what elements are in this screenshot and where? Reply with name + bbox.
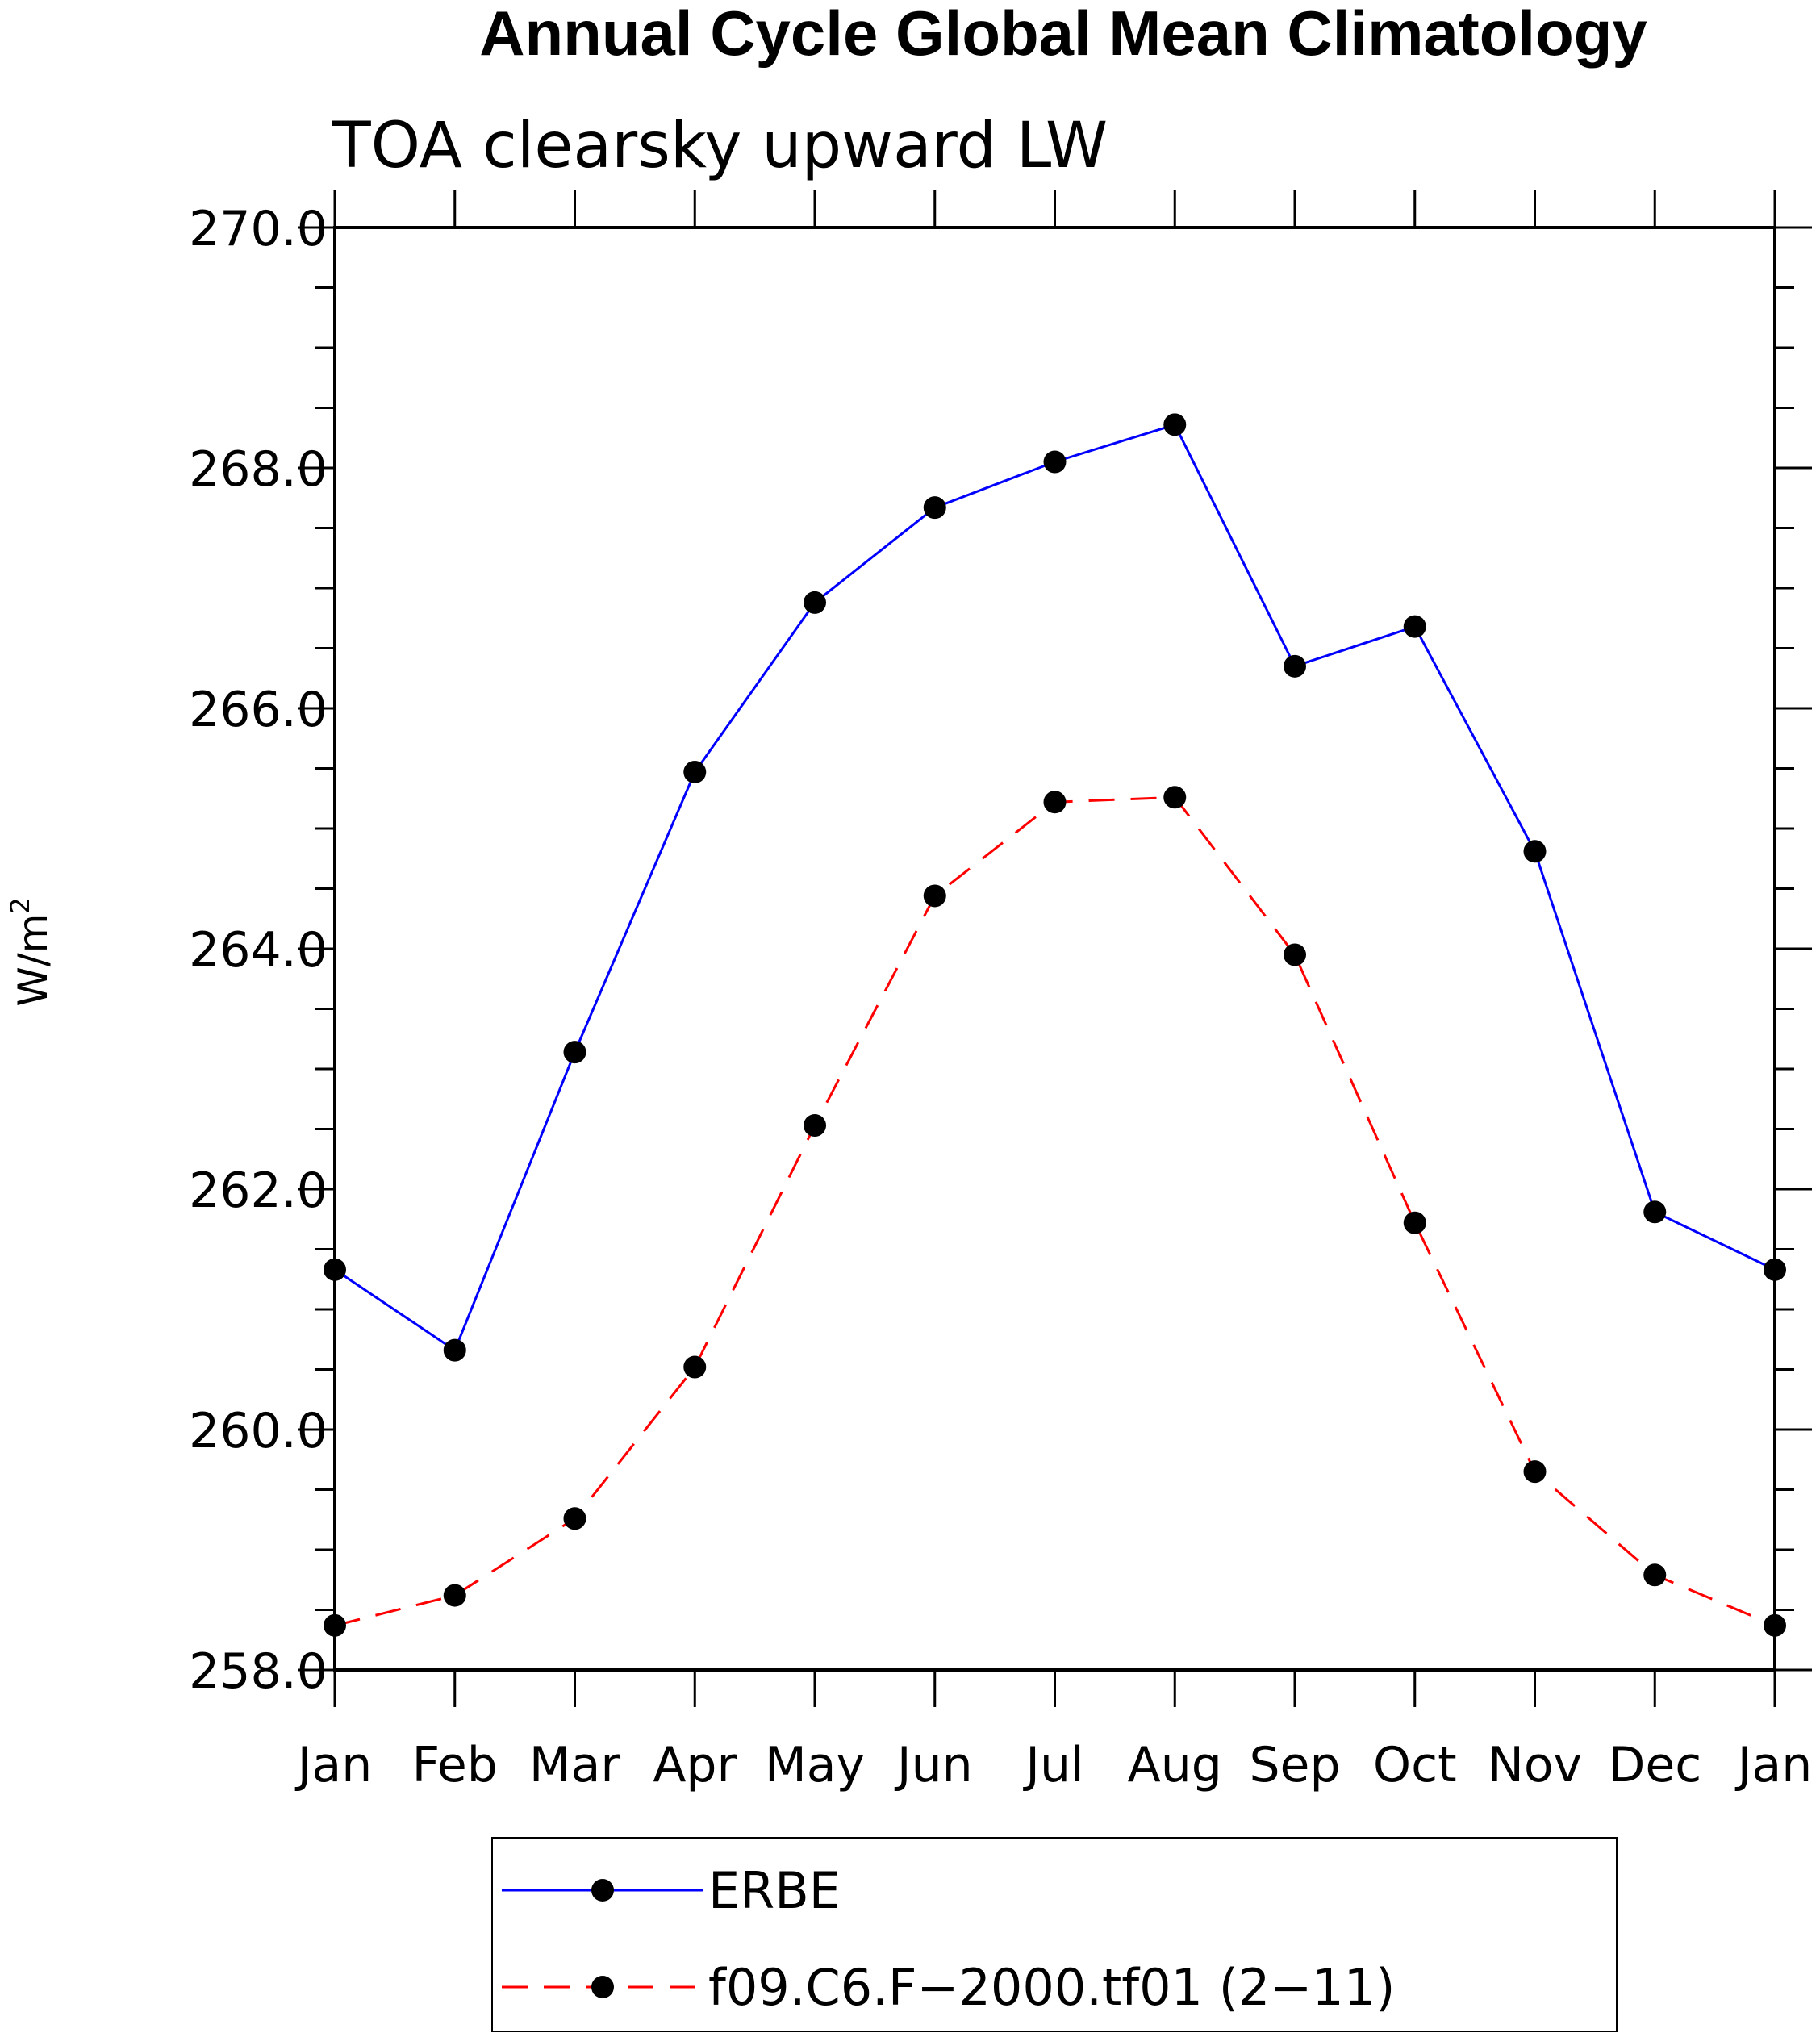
data-point: [804, 1114, 826, 1138]
x-tick-label: Jun: [894, 1737, 973, 1793]
legend-label: ERBE: [708, 1861, 841, 1920]
x-tick-label: Jul: [1022, 1737, 1083, 1793]
data-point: [324, 1258, 346, 1281]
y-axis-label-text: W/m: [10, 914, 56, 1007]
x-tick-label: Mar: [529, 1737, 621, 1793]
legend-label: f09.C6.F−2000.tf01 (2−11): [708, 1958, 1395, 2017]
legend-marker: [591, 1976, 614, 1998]
data-point: [563, 1507, 586, 1530]
chart-title: Annual Cycle Global Mean Climatology: [479, 0, 1647, 69]
y-axis-label-superscript: 2: [5, 897, 35, 913]
plot-frame: [333, 226, 1776, 1672]
data-point: [563, 1041, 586, 1064]
y-tick-label: 260.0: [189, 1403, 328, 1459]
legend-entry: f09.C6.F−2000.tf01 (2−11): [502, 1958, 1395, 2017]
data-point: [1043, 450, 1067, 474]
data-point: [1403, 615, 1426, 638]
legend-box: [491, 1837, 1618, 2032]
x-tick-label: Jan: [1734, 1737, 1813, 1793]
data-point: [804, 591, 826, 614]
y-tick-label: 268.0: [189, 441, 328, 498]
y-tick-label: 264.0: [189, 922, 328, 979]
data-point: [1523, 840, 1547, 863]
data-point: [1764, 1258, 1786, 1281]
legend-entry: ERBE: [502, 1861, 841, 1920]
x-tick-label: Oct: [1373, 1737, 1457, 1793]
x-tick-label: Feb: [412, 1737, 498, 1793]
series-line: [334, 423, 1776, 1352]
data-point: [324, 1613, 346, 1637]
series-1: [324, 413, 1786, 1362]
x-tick-label: Sep: [1249, 1737, 1340, 1793]
x-tick-label: Aug: [1128, 1737, 1222, 1793]
legend-entries: ERBE f09.C6.F−2000.tf01 (2−11): [502, 1861, 1395, 2017]
series-layer: [324, 413, 1786, 1637]
data-point: [1163, 786, 1187, 809]
y-tick-label: 258.0: [189, 1643, 328, 1700]
data-point: [1643, 1563, 1667, 1587]
data-point: [1284, 654, 1306, 678]
x-tick-label: Dec: [1608, 1737, 1701, 1793]
data-point: [683, 1355, 707, 1379]
data-point: [1043, 791, 1067, 814]
y-tick-label: 266.0: [189, 682, 328, 738]
data-point: [1523, 1460, 1547, 1484]
data-point: [923, 496, 946, 520]
data-point: [1764, 1613, 1786, 1637]
data-point: [683, 760, 707, 783]
series-2: [324, 786, 1786, 1637]
data-point: [1284, 943, 1306, 966]
data-point: [1643, 1200, 1667, 1224]
chart-subtitle: TOA clearsky upward LW: [332, 110, 1108, 182]
legend: ERBE f09.C6.F−2000.tf01 (2−11): [491, 1837, 1618, 2032]
data-point: [443, 1338, 466, 1362]
axes: 258.0 260.0 262.0 264.0 266.0 268.0 270.0 Jan Fe…: [189, 190, 1812, 1793]
x-tick-label: May: [765, 1737, 865, 1793]
x-tick-label: Apr: [653, 1737, 737, 1793]
legend-marker: [591, 1879, 614, 1902]
y-tick-label: 270.0: [189, 201, 328, 257]
data-point: [1163, 413, 1187, 436]
y-tick-label: 262.0: [189, 1163, 328, 1219]
data-point: [923, 884, 946, 908]
y-axis-label: W/m2: [5, 897, 56, 1006]
data-point: [1403, 1211, 1426, 1234]
data-point: [443, 1584, 466, 1607]
x-tick-label: Nov: [1488, 1737, 1582, 1793]
x-tick-label: Jan: [294, 1737, 373, 1793]
